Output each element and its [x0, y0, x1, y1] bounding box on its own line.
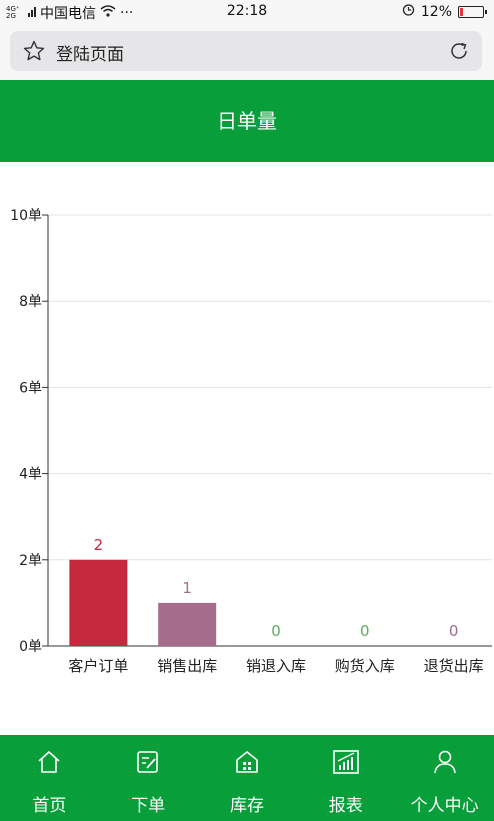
status-bar: 4G⁺ 2G 中国电信 ··· 22:18 12% [0, 0, 494, 24]
browser-bar: 登陆页面 [0, 24, 494, 80]
edit-icon [135, 749, 161, 779]
y-tick-label: 8单 [19, 294, 42, 310]
y-tick-label: 10单 [10, 208, 42, 224]
battery-percent: 12% [420, 3, 452, 20]
tab-inventory[interactable]: 库存 [198, 735, 297, 821]
tab-label: 下单 [131, 796, 166, 816]
x-tick-label: 客户订单 [68, 657, 128, 675]
data-label: 0 [360, 622, 370, 640]
data-label: 0 [449, 622, 459, 640]
x-tick-label: 退货出库 [424, 657, 484, 675]
bottom-tab-bar: 首页 下单 库存 报表 个人中心 [0, 735, 494, 821]
report-icon [332, 749, 360, 779]
x-tick-label: 购货入库 [335, 657, 395, 675]
carrier-name: 中国电信 [40, 6, 96, 22]
y-tick-label: 2单 [19, 553, 42, 569]
data-label: 0 [271, 622, 281, 640]
address-box[interactable]: 登陆页面 [10, 31, 482, 71]
more-indicator: ··· [120, 5, 134, 21]
battery-icon [458, 5, 487, 18]
tab-order[interactable]: 下单 [99, 735, 198, 821]
bar [158, 602, 217, 646]
tab-profile[interactable]: 个人中心 [395, 735, 494, 821]
y-tick-label: 6单 [19, 380, 42, 396]
header-title: 日单量 [217, 109, 277, 133]
reload-icon[interactable] [448, 40, 470, 66]
x-tick-label: 销售出库 [157, 657, 217, 675]
clock: 22:18 [226, 3, 268, 19]
warehouse-icon [234, 749, 260, 779]
page-title: 登陆页面 [56, 45, 124, 65]
x-tick-label: 销退入库 [246, 657, 306, 675]
user-icon [432, 749, 458, 779]
network-indicator: 4G⁺ 2G [6, 5, 20, 20]
tab-label: 个人中心 [410, 796, 479, 816]
tab-home[interactable]: 首页 [0, 735, 99, 821]
app-header: 日单量 [0, 80, 494, 162]
bar-chart: 0单 2单 4单 6单 8单 10单 2 客户订单 1 销售出库 0 销退入库 0 购货入库 0 退货出库 [10, 208, 492, 675]
data-label: 1 [182, 579, 192, 597]
wifi-icon [100, 5, 116, 21]
tab-label: 库存 [229, 796, 264, 816]
bar [69, 559, 128, 646]
tab-label: 首页 [32, 796, 67, 816]
y-tick-label: 0单 [19, 639, 42, 655]
daily-orders-chart: 0单 2单 4单 6单 8单 10单 2 客户订单 1 销售出库 0 销退入库 0 购货入库 0 退货出库 [0, 162, 494, 735]
data-label: 2 [94, 536, 104, 554]
signal-icon [28, 5, 36, 21]
tab-label: 报表 [328, 796, 363, 816]
home-icon [36, 749, 62, 779]
y-tick-label: 4单 [19, 467, 42, 483]
tab-report[interactable]: 报表 [296, 735, 395, 821]
bookmark-star-icon[interactable] [22, 39, 46, 67]
alarm-icon [402, 3, 415, 20]
